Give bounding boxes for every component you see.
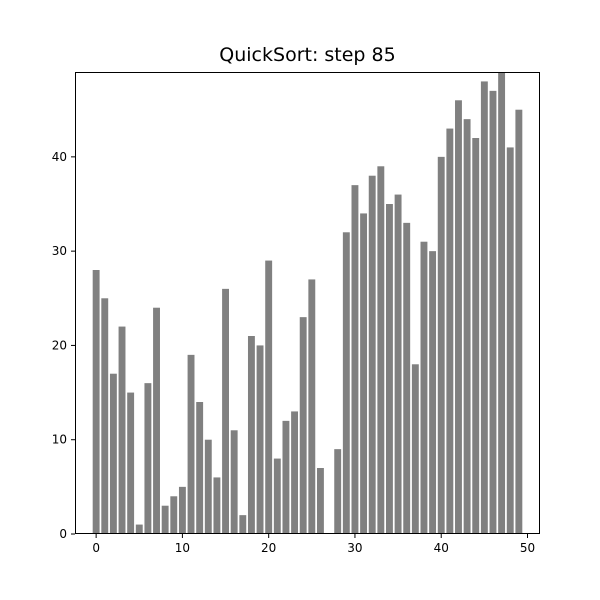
bar xyxy=(411,364,419,534)
bar xyxy=(342,232,350,535)
bar xyxy=(351,185,359,534)
bar xyxy=(92,270,100,534)
x-tick-label: 40 xyxy=(434,541,449,555)
x-tick-label: 50 xyxy=(520,541,535,555)
bar xyxy=(109,373,117,534)
bar xyxy=(489,90,497,534)
bar xyxy=(170,496,178,534)
bar xyxy=(161,505,169,534)
bar xyxy=(178,486,186,534)
bar xyxy=(420,241,428,534)
x-tick-label: 10 xyxy=(175,541,190,555)
bar xyxy=(446,128,454,535)
y-tick-label: 40 xyxy=(52,150,67,164)
bar xyxy=(222,288,229,534)
bar xyxy=(230,430,238,534)
bar xyxy=(506,147,514,534)
bar xyxy=(204,439,212,534)
bar xyxy=(403,222,411,534)
bar xyxy=(480,81,488,534)
bar xyxy=(360,213,368,534)
bar xyxy=(455,100,462,535)
chart-title: QuickSort: step 85 xyxy=(219,44,396,66)
y-tick-label: 10 xyxy=(52,433,67,447)
bar xyxy=(213,477,221,534)
x-tick-label: 30 xyxy=(347,541,362,555)
bar xyxy=(291,411,299,534)
y-axis: 0 10 20 30 40 xyxy=(52,150,75,541)
bar xyxy=(187,354,195,534)
bar xyxy=(316,468,324,534)
bar xyxy=(144,383,152,534)
x-axis: 0 10 20 30 40 50 xyxy=(92,534,535,555)
bar xyxy=(515,109,523,534)
bar xyxy=(429,251,437,534)
bar xyxy=(498,72,506,534)
plot-frame xyxy=(75,72,540,534)
bar xyxy=(394,194,402,535)
bar xyxy=(101,298,109,534)
bar xyxy=(308,279,316,534)
bar xyxy=(118,326,126,534)
bar xyxy=(196,402,204,534)
bar xyxy=(334,449,342,534)
y-tick-label: 30 xyxy=(52,244,67,258)
bar xyxy=(437,156,445,534)
bar xyxy=(265,260,273,534)
y-tick-label: 0 xyxy=(59,527,67,541)
bar xyxy=(127,392,135,534)
bar xyxy=(368,175,376,534)
y-tick-label: 20 xyxy=(52,338,67,352)
bar xyxy=(282,420,290,534)
bars-group xyxy=(92,72,523,535)
x-tick-label: 0 xyxy=(92,541,100,555)
bar xyxy=(472,138,480,534)
bar xyxy=(299,317,307,534)
bar xyxy=(463,119,471,535)
bar xyxy=(273,458,281,534)
bar xyxy=(256,345,264,534)
x-tick-label: 20 xyxy=(261,541,276,555)
bar xyxy=(239,515,247,534)
bar xyxy=(135,524,143,534)
bar xyxy=(386,204,393,534)
bar xyxy=(377,166,385,535)
bar xyxy=(153,307,160,534)
bar xyxy=(247,336,255,534)
